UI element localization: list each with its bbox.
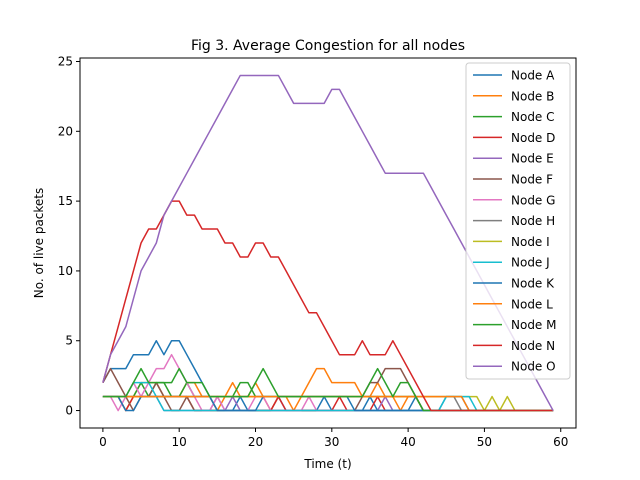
legend-label: Node K: [511, 277, 555, 291]
y-axis-label: No. of live packets: [32, 188, 46, 299]
legend-label: Node I: [511, 235, 550, 249]
legend-label: Node N: [511, 339, 555, 353]
legend: Node A Node B Node C Node D Node E Node F Node…: [465, 62, 571, 380]
x-tick-label: 40: [400, 435, 415, 449]
legend-label: Node D: [511, 131, 555, 145]
legend-label: Node G: [511, 193, 555, 207]
plot-lines: [102, 74, 554, 412]
y-tick-label: 10: [58, 264, 73, 278]
x-tick-label: 30: [324, 435, 339, 449]
legend-label: Node A: [511, 69, 555, 83]
x-tick-label: 50: [477, 435, 492, 449]
x-tick-label: 60: [553, 435, 568, 449]
legend-label: Node M: [511, 318, 557, 332]
y-tick-label: 5: [65, 334, 73, 348]
legend-label: Node C: [511, 110, 555, 124]
legend-label: Node F: [511, 173, 553, 187]
series-line-node-n: [102, 200, 554, 412]
chart-title: Fig 3. Average Congestion for all nodes: [191, 38, 465, 54]
legend-label: Node L: [511, 297, 553, 311]
x-tick-label: 10: [172, 435, 187, 449]
legend-label: Node O: [511, 360, 556, 374]
legend-label: Node B: [511, 89, 554, 103]
x-axis-ticks: 0 10 20 30 40 50 60: [99, 428, 568, 449]
x-axis-label: Time (t): [303, 457, 351, 471]
legend-label: Node H: [511, 214, 555, 228]
legend-label: Node E: [511, 152, 554, 166]
x-tick-label: 20: [248, 435, 263, 449]
legend-box: [465, 62, 571, 380]
plot-frame: [79, 57, 577, 429]
y-tick-label: 0: [65, 404, 73, 418]
y-tick-label: 20: [58, 124, 73, 138]
x-tick-label: 0: [99, 435, 107, 449]
y-axis-ticks: 0 5 10 15 20 25: [58, 54, 80, 418]
y-tick-label: 25: [58, 54, 73, 68]
y-tick-label: 15: [58, 194, 73, 208]
legend-label: Node J: [511, 256, 550, 270]
